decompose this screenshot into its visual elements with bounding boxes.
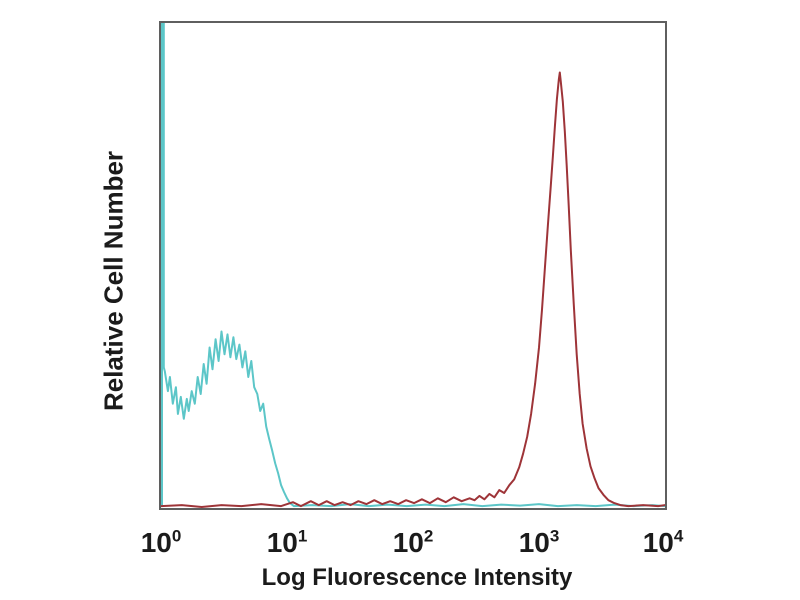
x-tick-10000: 104 bbox=[642, 526, 684, 558]
y-axis-title: Relative Cell Number bbox=[98, 150, 129, 412]
x-tick-1: 100 bbox=[140, 526, 182, 558]
negative-control-curve bbox=[161, 23, 665, 508]
x-axis-title: Log Fluorescence Intensity bbox=[261, 564, 573, 591]
x-tick-10: 101 bbox=[266, 526, 308, 558]
x-tick-1000: 103 bbox=[518, 526, 560, 558]
plot-area bbox=[159, 21, 667, 510]
x-tick-100: 102 bbox=[392, 526, 434, 558]
antibody-stain-curve bbox=[161, 71, 665, 508]
curves-svg bbox=[161, 23, 665, 508]
